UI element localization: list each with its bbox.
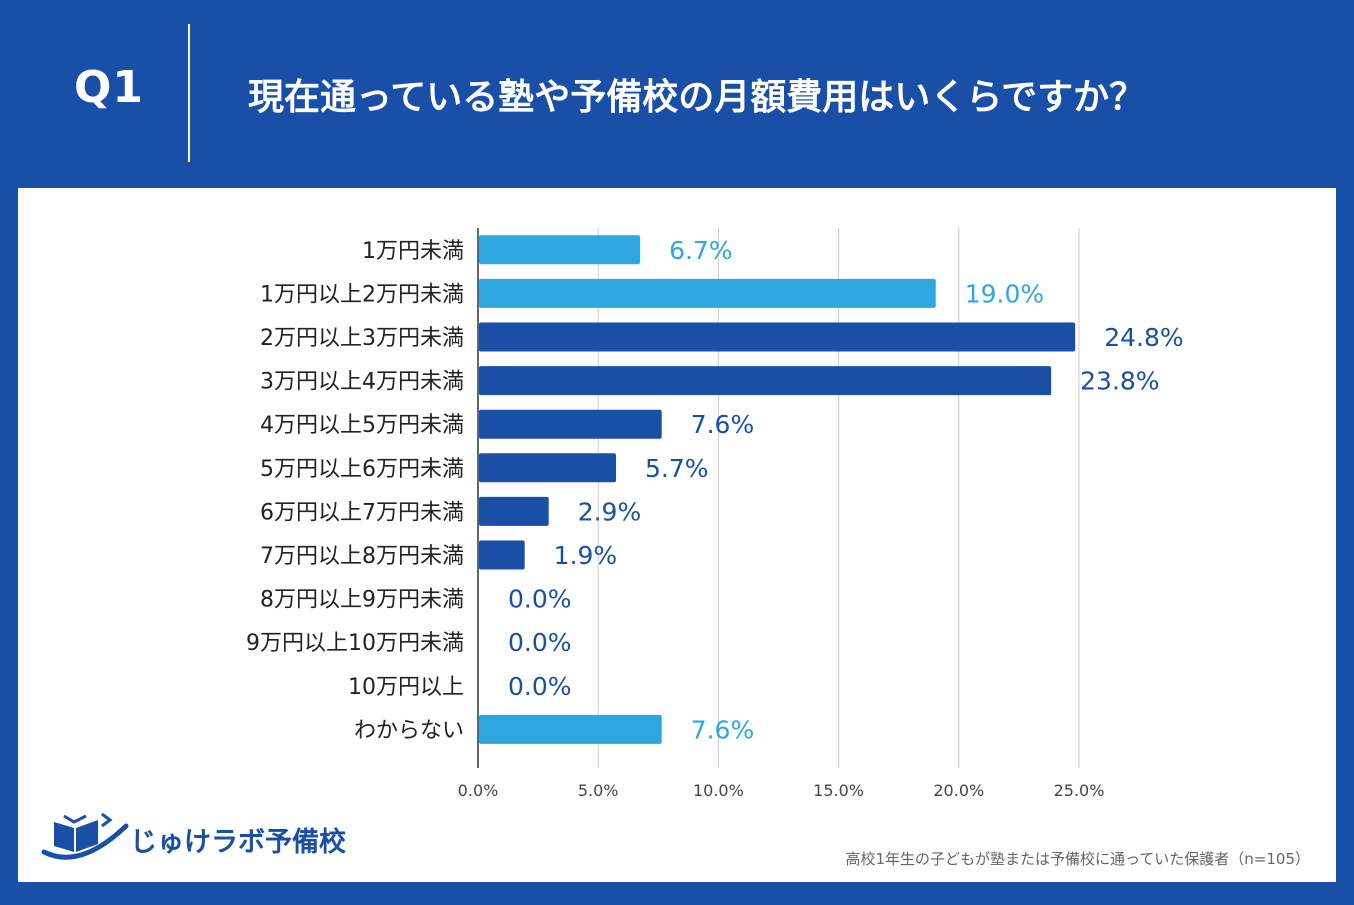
value-label: 24.8% — [1104, 323, 1183, 352]
bar — [479, 366, 1052, 396]
question-title: 現在通っている塾や予備校の月額費用はいくらですか？ — [248, 77, 1146, 118]
category-label: 7万円以上8万円未満 — [260, 544, 464, 569]
category-label: 8万円以上9万円未満 — [260, 588, 464, 613]
bar — [479, 496, 549, 526]
x-tick-label: 10.0% — [693, 781, 744, 800]
logo: じゅけラボ予備校 — [40, 808, 360, 868]
x-tick-label: 15.0% — [813, 781, 864, 800]
category-label: 3万円以上4万円未満 — [260, 370, 464, 395]
bar — [479, 322, 1076, 352]
x-tick-label: 25.0% — [1054, 781, 1105, 800]
bar — [479, 540, 525, 570]
bar — [479, 278, 936, 308]
sample-footnote: 高校1年生の子どもが塾または予備校に通っていた保護者（n=105） — [845, 850, 1310, 868]
bar-chart: 0.0% 5.0% 10.0% 15.0% 20.0% 25.0% 1万円未満 6.7% 1万円… — [246, 228, 1184, 800]
category-label: 4万円以上5万円未満 — [260, 413, 464, 438]
category-label: 5万円以上6万円未満 — [260, 457, 464, 482]
category-label: 10万円以上 — [348, 675, 464, 700]
category-label: わからない — [354, 718, 464, 743]
value-label: 0.0% — [508, 628, 572, 657]
bar — [479, 409, 662, 439]
category-label: 6万円以上7万円未満 — [260, 500, 464, 525]
category-label: 2万円以上3万円未満 — [260, 326, 464, 351]
question-number: Q1 — [74, 62, 145, 113]
x-tick-label: 5.0% — [578, 781, 619, 800]
value-label: 1.9% — [554, 541, 618, 570]
bar — [479, 453, 617, 483]
category-label: 9万円以上10万円未満 — [246, 631, 464, 656]
value-label: 7.6% — [691, 410, 755, 439]
chart-panel: 0.0% 5.0% 10.0% 15.0% 20.0% 25.0% 1万円未満 6.7% 1万円… — [18, 188, 1336, 882]
bar — [479, 235, 641, 265]
category-label: 1万円未満 — [362, 239, 464, 264]
header: Q1 現在通っている塾や予備校の月額費用はいくらですか？ — [0, 0, 1354, 188]
logo-text: じゅけラボ予備校 — [130, 827, 346, 858]
value-label: 2.9% — [578, 497, 642, 526]
value-label: 5.7% — [645, 454, 709, 483]
x-tick-label: 0.0% — [458, 781, 499, 800]
value-label: 0.0% — [508, 672, 572, 701]
value-label: 23.8% — [1080, 367, 1159, 396]
value-label: 19.0% — [965, 279, 1044, 308]
open-book-icon — [41, 812, 129, 860]
value-label: 7.6% — [691, 715, 755, 744]
header-divider — [188, 24, 190, 162]
value-label: 6.7% — [669, 236, 733, 265]
x-tick-label: 20.0% — [933, 781, 984, 800]
category-label: 1万円以上2万円未満 — [260, 282, 464, 307]
bar — [479, 714, 662, 744]
value-label: 0.0% — [508, 585, 572, 614]
